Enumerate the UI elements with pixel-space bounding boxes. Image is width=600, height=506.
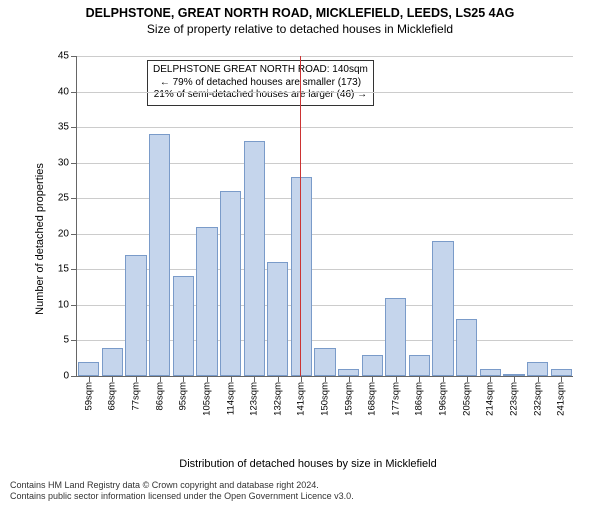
bar xyxy=(314,348,335,376)
bar xyxy=(527,362,548,376)
y-tick-label: 15 xyxy=(58,264,69,275)
bar xyxy=(125,255,146,376)
y-tick xyxy=(71,234,77,235)
x-tick-label: 223sqm xyxy=(508,382,519,416)
y-tick xyxy=(71,92,77,93)
footer-line-1: Contains HM Land Registry data © Crown c… xyxy=(10,480,354,491)
x-tick-label: 159sqm xyxy=(343,382,354,416)
bar xyxy=(385,298,406,376)
x-tick-label: 196sqm xyxy=(438,382,449,416)
y-tick xyxy=(71,163,77,164)
x-tick-label: 114sqm xyxy=(225,382,236,415)
x-tick-label: 95sqm xyxy=(178,382,189,411)
chart-title: DELPHSTONE, GREAT NORTH ROAD, MICKLEFIEL… xyxy=(0,6,600,20)
bar xyxy=(220,191,241,376)
y-tick-label: 10 xyxy=(58,299,69,310)
bar xyxy=(338,369,359,376)
y-tick-label: 45 xyxy=(58,51,69,62)
y-tick-label: 5 xyxy=(63,335,69,346)
bar xyxy=(173,276,194,376)
y-tick-label: 25 xyxy=(58,193,69,204)
x-tick-label: 205sqm xyxy=(461,382,472,416)
x-tick-label: 59sqm xyxy=(83,382,94,411)
chart-subtitle: Size of property relative to detached ho… xyxy=(0,22,600,36)
x-tick-label: 77sqm xyxy=(131,382,142,411)
annotation-box: DELPHSTONE GREAT NORTH ROAD: 140sqm← 79%… xyxy=(147,60,374,106)
gridline xyxy=(77,56,573,57)
bar xyxy=(102,348,123,376)
bar xyxy=(149,134,170,376)
x-tick-label: 241sqm xyxy=(556,382,567,416)
x-tick-label: 214sqm xyxy=(485,382,496,416)
bar xyxy=(432,241,453,376)
x-tick-label: 86sqm xyxy=(154,382,165,411)
x-axis-label: Distribution of detached houses by size … xyxy=(40,458,576,470)
gridline xyxy=(77,127,573,128)
y-tick-label: 0 xyxy=(63,371,69,382)
bar xyxy=(409,355,430,376)
y-tick xyxy=(71,305,77,306)
bar xyxy=(244,141,265,376)
bar xyxy=(267,262,288,376)
y-tick-label: 35 xyxy=(58,122,69,133)
x-tick-label: 232sqm xyxy=(532,382,543,416)
x-tick-label: 105sqm xyxy=(201,382,212,416)
y-tick xyxy=(71,269,77,270)
y-tick xyxy=(71,340,77,341)
y-axis-label: Number of detached properties xyxy=(34,163,46,315)
bar xyxy=(362,355,383,376)
y-tick xyxy=(71,198,77,199)
bar xyxy=(196,227,217,376)
bar xyxy=(78,362,99,376)
bar xyxy=(480,369,501,376)
footer-attribution: Contains HM Land Registry data © Crown c… xyxy=(10,480,354,502)
footer-line-2: Contains public sector information licen… xyxy=(10,491,354,502)
chart-container: Number of detached properties DELPHSTONE… xyxy=(40,54,576,424)
plot-area: DELPHSTONE GREAT NORTH ROAD: 140sqm← 79%… xyxy=(76,56,573,377)
x-tick-label: 168sqm xyxy=(367,382,378,416)
x-tick-label: 132sqm xyxy=(272,382,283,416)
x-tick-label: 68sqm xyxy=(107,382,118,411)
bar xyxy=(456,319,477,376)
x-tick-label: 123sqm xyxy=(249,382,260,416)
gridline xyxy=(77,92,573,93)
y-tick-label: 30 xyxy=(58,157,69,168)
y-tick xyxy=(71,56,77,57)
y-tick xyxy=(71,127,77,128)
y-tick-label: 20 xyxy=(58,228,69,239)
x-tick-label: 177sqm xyxy=(390,382,401,416)
bar xyxy=(551,369,572,376)
y-tick-label: 40 xyxy=(58,86,69,97)
bar xyxy=(291,177,312,376)
x-tick-label: 186sqm xyxy=(414,382,425,416)
x-tick-label: 150sqm xyxy=(320,382,331,416)
y-tick xyxy=(71,376,77,377)
reference-line xyxy=(300,56,301,376)
x-tick-label: 141sqm xyxy=(296,382,307,416)
